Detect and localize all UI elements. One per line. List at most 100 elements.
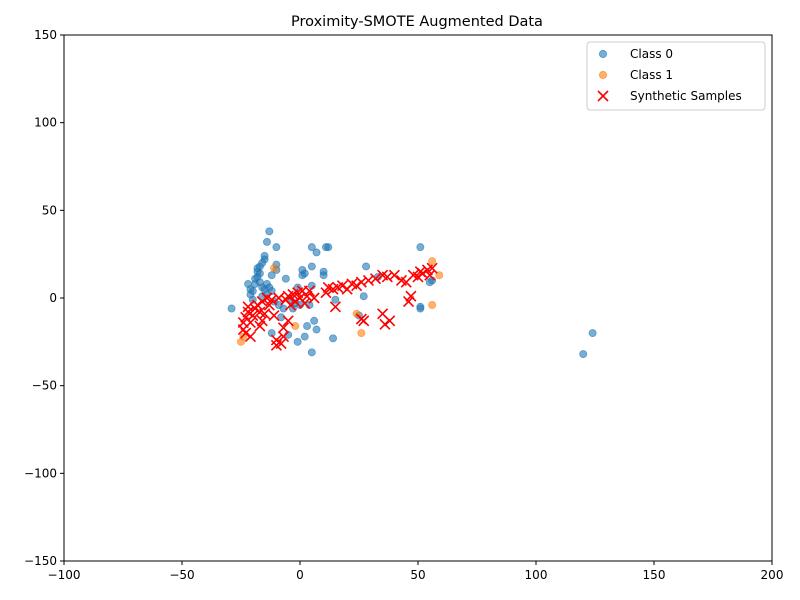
class-0-point xyxy=(312,248,321,257)
x-tick-label: −100 xyxy=(48,568,81,582)
synthetic-samples-legend-label: Synthetic Samples xyxy=(630,89,742,103)
class-0-point xyxy=(260,251,269,260)
synthetic-samples-point xyxy=(369,273,382,285)
y-tick-label: 100 xyxy=(34,116,57,130)
y-tick-label: −50 xyxy=(32,379,57,393)
synthetic-samples-legend-marker xyxy=(597,90,609,102)
class-0-point xyxy=(319,271,328,280)
x-tick-label: 150 xyxy=(643,568,666,582)
class-0-point xyxy=(300,332,309,341)
synthetic-samples-point xyxy=(247,309,259,322)
synthetic-samples-point xyxy=(329,301,341,313)
y-axis: −150 −100 −50 0 50 100 150 xyxy=(24,28,64,568)
synthetic-samples-point xyxy=(388,269,400,281)
x-tick-label: 0 xyxy=(296,568,304,582)
class-0-point xyxy=(359,292,368,301)
class-0-point xyxy=(293,283,302,292)
class-1-legend-label: Class 1 xyxy=(630,68,673,82)
synthetic-samples-point xyxy=(268,309,280,322)
class-0-point xyxy=(265,227,274,236)
synthetic-samples-point xyxy=(303,285,316,297)
synthetic-samples-point xyxy=(417,267,429,280)
class-1-point xyxy=(428,257,437,266)
class-0-point xyxy=(312,325,321,334)
x-tick-label: 100 xyxy=(525,568,548,582)
class-0-legend-label: Class 0 xyxy=(630,47,673,61)
synthetic-samples-point xyxy=(282,315,294,327)
synthetic-samples-point xyxy=(275,338,287,350)
synthetic-samples-point xyxy=(244,316,257,329)
x-tick-label: −50 xyxy=(169,568,194,582)
synthetic-samples-point xyxy=(351,280,363,292)
class-0-legend-marker xyxy=(598,49,608,59)
legend-box xyxy=(586,41,766,111)
class-1-point xyxy=(428,301,437,310)
class-0-point xyxy=(416,304,425,313)
class-0-point xyxy=(227,304,236,313)
synthetic-samples-point xyxy=(244,331,257,343)
legend: Class 0 Class 1 Synthetic Samples xyxy=(586,41,766,111)
class-0-point xyxy=(331,295,340,304)
class-0-point xyxy=(267,271,276,280)
class-0-point xyxy=(267,286,276,295)
synthetic-samples-point xyxy=(426,262,438,274)
class-1-point xyxy=(357,329,366,338)
y-tick-label: −150 xyxy=(24,554,57,568)
synthetic-samples-point xyxy=(405,290,417,302)
synthetic-samples-point xyxy=(362,274,375,287)
synthetic-samples-point xyxy=(242,306,254,318)
synthetic-samples-point xyxy=(379,318,391,330)
class-0-point xyxy=(307,348,316,357)
class-0-point xyxy=(262,237,271,246)
class-0-point xyxy=(579,350,588,359)
synthetic-samples-point xyxy=(381,271,393,283)
synthetic-samples-point xyxy=(289,295,301,308)
data-marks xyxy=(227,227,597,359)
class-0-point xyxy=(303,322,312,331)
class-0-point xyxy=(362,262,371,271)
synthetic-samples-point xyxy=(284,299,297,311)
y-tick-label: 0 xyxy=(49,291,57,305)
class-0-point xyxy=(324,243,333,252)
class-1-point xyxy=(270,264,279,273)
class-1-point xyxy=(239,332,248,341)
synthetic-samples-point xyxy=(270,334,282,346)
class-1-point xyxy=(435,271,444,280)
class-0-point xyxy=(293,337,302,346)
class-1-legend-marker xyxy=(598,70,608,80)
synthetic-samples-point xyxy=(266,294,278,306)
class-0-point xyxy=(329,334,338,343)
synthetic-samples-point xyxy=(355,276,367,288)
y-tick-label: 50 xyxy=(42,203,57,217)
class-0-point xyxy=(272,243,281,252)
synthetic-samples-point xyxy=(242,301,254,313)
synthetic-samples-point xyxy=(259,308,271,320)
synthetic-samples-point xyxy=(358,315,370,327)
synthetic-samples-point xyxy=(277,322,290,334)
synthetic-samples-point xyxy=(308,292,320,304)
synthetic-samples-point xyxy=(240,327,252,339)
synthetic-samples-point xyxy=(336,280,349,292)
synthetic-samples-point xyxy=(277,331,290,343)
chart-title: Proximity-SMOTE Augmented Data xyxy=(291,14,543,30)
synthetic-samples-point xyxy=(273,292,285,304)
synthetic-samples-point xyxy=(299,297,311,309)
class-0-point xyxy=(248,286,257,295)
class-0-point xyxy=(588,329,597,338)
x-axis: −100 −50 0 50 100 150 200 xyxy=(48,561,784,582)
synthetic-samples-point xyxy=(256,295,268,308)
y-tick-label: −100 xyxy=(24,466,57,480)
class-0-point xyxy=(307,262,316,271)
class-0-point xyxy=(281,274,290,283)
class-0-point xyxy=(310,316,319,325)
y-tick-label: 150 xyxy=(34,28,57,42)
class-1-point xyxy=(291,322,300,331)
class-0-point xyxy=(300,269,309,278)
class-0-point xyxy=(267,329,276,338)
x-tick-label: 200 xyxy=(761,568,784,582)
x-tick-label: 50 xyxy=(410,568,425,582)
class-0-point xyxy=(255,269,264,278)
class-0-point xyxy=(416,243,425,252)
class-0-point xyxy=(307,243,316,252)
